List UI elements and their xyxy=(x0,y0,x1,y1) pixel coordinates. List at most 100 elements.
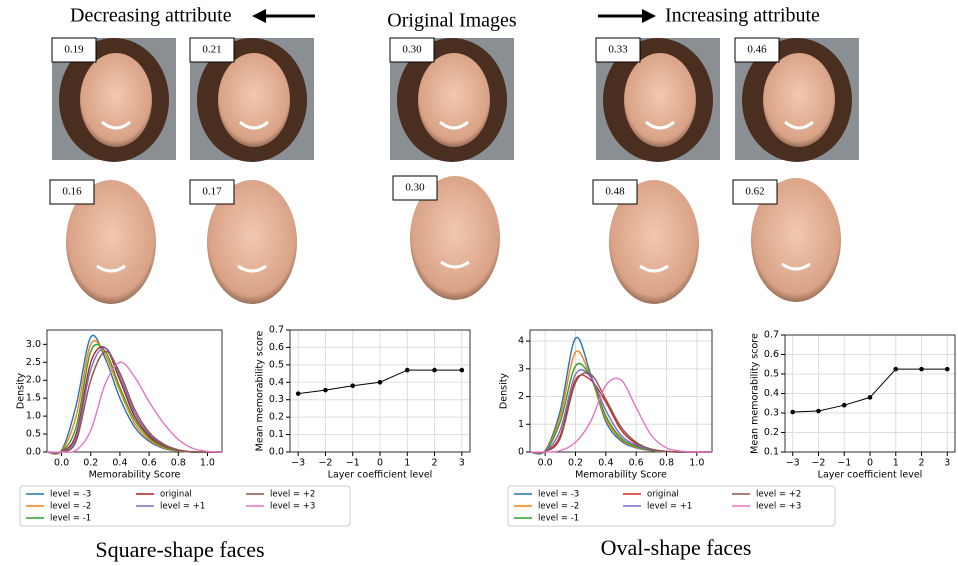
x-tick-label: −3 xyxy=(786,458,800,469)
legend-label: level = -3 xyxy=(538,490,579,500)
score: 0.17 xyxy=(202,186,222,198)
x-tick-label: 0.6 xyxy=(142,458,157,469)
y-tick-label: 0.4 xyxy=(269,377,284,388)
score-box xyxy=(189,37,235,63)
y-tick-label: 0.7 xyxy=(269,325,284,336)
y-tick-label: 0.1 xyxy=(764,447,779,458)
plot-frame xyxy=(529,329,713,453)
x-tick-label: 0 xyxy=(377,458,383,469)
x-tick-label: 3 xyxy=(459,458,465,469)
chart: 0.0 0.1 0.2 0.3 0.4 0.5 0.6 0.7 −3 −2 −1 0 1 2 3 Layer … xyxy=(255,325,471,481)
data-point xyxy=(841,402,847,408)
legend-box xyxy=(19,485,351,527)
arrow-left xyxy=(252,9,315,23)
data-line xyxy=(46,350,222,454)
y-tick-label: 0.5 xyxy=(26,429,41,440)
chart: 0 1 2 3 4 0.0 0.2 0.4 0.6 0.8 1.0 Memorability Scor… xyxy=(499,329,836,527)
header-right: Increasing attribute xyxy=(665,5,820,27)
y-tick-label: 0.5 xyxy=(269,359,284,370)
data-line xyxy=(46,343,222,455)
y-tick-label: 2.5 xyxy=(26,357,41,368)
caption: Square-shape faces xyxy=(95,537,264,562)
data-point xyxy=(919,366,924,372)
legend-label: level = +1 xyxy=(647,502,692,512)
legend-box xyxy=(507,485,836,527)
x-tick-label: −1 xyxy=(346,458,360,469)
smile xyxy=(639,264,669,273)
header-left: Decreasing attribute xyxy=(70,5,232,27)
data-point xyxy=(944,366,950,372)
legend-label: level = +2 xyxy=(756,490,801,500)
score: 0.21 xyxy=(202,44,221,56)
plot-frame xyxy=(784,334,956,453)
y-tick-label: 0.1 xyxy=(269,429,284,440)
y-tick-label: 0.0 xyxy=(26,447,41,458)
y-tick-label: 1.5 xyxy=(26,393,41,404)
y-tick-label: 0.0 xyxy=(269,447,284,458)
y-axis-label: Mean memorability score xyxy=(255,331,266,452)
smile xyxy=(239,120,269,130)
score: 0.19 xyxy=(64,44,84,56)
x-tick-label: 0.8 xyxy=(171,458,186,469)
smile xyxy=(101,120,131,130)
y-tick-label: 0.7 xyxy=(764,330,779,341)
score-box xyxy=(732,179,778,205)
y-tick-label: 0.3 xyxy=(764,408,779,419)
data-point xyxy=(404,367,410,373)
y-tick-label: 0.4 xyxy=(764,388,779,399)
y-tick-label: 2 xyxy=(518,391,524,402)
smile xyxy=(96,264,126,273)
caption: Oval-shape faces xyxy=(601,535,752,560)
smile xyxy=(439,120,469,130)
legend-label: level = +2 xyxy=(270,490,315,500)
x-tick-label: −2 xyxy=(318,458,332,469)
x-tick-label: 1.0 xyxy=(689,458,704,469)
y-tick-label: 4 xyxy=(518,336,524,347)
score-box xyxy=(595,37,641,63)
y-tick-label: 1 xyxy=(518,419,524,430)
smile xyxy=(784,120,814,130)
score-box xyxy=(734,37,780,63)
face-oval xyxy=(751,178,841,302)
data-point xyxy=(867,395,873,400)
y-tick-label: 0.2 xyxy=(269,412,284,423)
y-tick-label: 0.5 xyxy=(764,369,779,380)
x-tick-label: 0 xyxy=(867,458,873,469)
y-axis-label: Density xyxy=(499,373,510,409)
legend-label: original xyxy=(160,490,192,500)
data-point xyxy=(459,367,465,373)
y-tick-label: 0.6 xyxy=(764,349,779,360)
y-tick-label: 0.6 xyxy=(269,342,284,353)
x-axis-label: Layer coefficient level xyxy=(328,470,433,481)
x-tick-label: 2 xyxy=(432,458,438,469)
x-tick-label: 0.2 xyxy=(568,458,583,469)
x-tick-label: 0.0 xyxy=(538,458,553,469)
y-tick-label: 3.0 xyxy=(26,339,41,350)
x-axis-label: Memorability Score xyxy=(89,470,181,481)
score: 0.62 xyxy=(745,186,764,198)
score-box xyxy=(51,37,97,63)
score: 0.46 xyxy=(747,44,767,56)
header-center: Original Images xyxy=(387,10,517,32)
chart: 0.1 0.2 0.3 0.4 0.5 0.6 0.7 −3 −2 −1 0 1 2 3 Layer coe… xyxy=(750,330,956,481)
data-point xyxy=(432,367,437,373)
legend-label: level = -3 xyxy=(50,490,91,500)
x-tick-label: 1 xyxy=(404,458,410,469)
face-oval xyxy=(410,176,500,300)
data-point xyxy=(893,366,899,372)
legend-label: level = -2 xyxy=(538,502,579,512)
legend-label: level = +3 xyxy=(270,502,315,512)
face-oval xyxy=(66,180,156,304)
data-line xyxy=(46,361,223,454)
data-point xyxy=(350,383,356,389)
smile xyxy=(781,262,811,271)
y-tick-label: 3 xyxy=(518,363,524,374)
x-tick-label: −3 xyxy=(291,458,305,469)
legend-label: level = -1 xyxy=(538,514,579,524)
chart: 0.0 0.5 1.0 1.5 2.0 2.5 3.0 0.0 0.2 0.4 0.6 0.8 1.0 M… xyxy=(16,329,351,527)
score-box xyxy=(189,179,235,205)
face xyxy=(418,53,490,147)
data-line xyxy=(529,372,712,454)
x-tick-label: 3 xyxy=(944,458,950,469)
data-point xyxy=(790,409,796,415)
